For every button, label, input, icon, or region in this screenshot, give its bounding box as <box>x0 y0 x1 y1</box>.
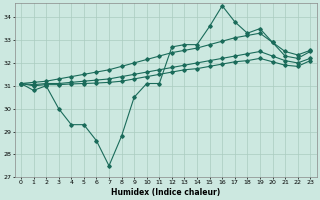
X-axis label: Humidex (Indice chaleur): Humidex (Indice chaleur) <box>111 188 220 197</box>
